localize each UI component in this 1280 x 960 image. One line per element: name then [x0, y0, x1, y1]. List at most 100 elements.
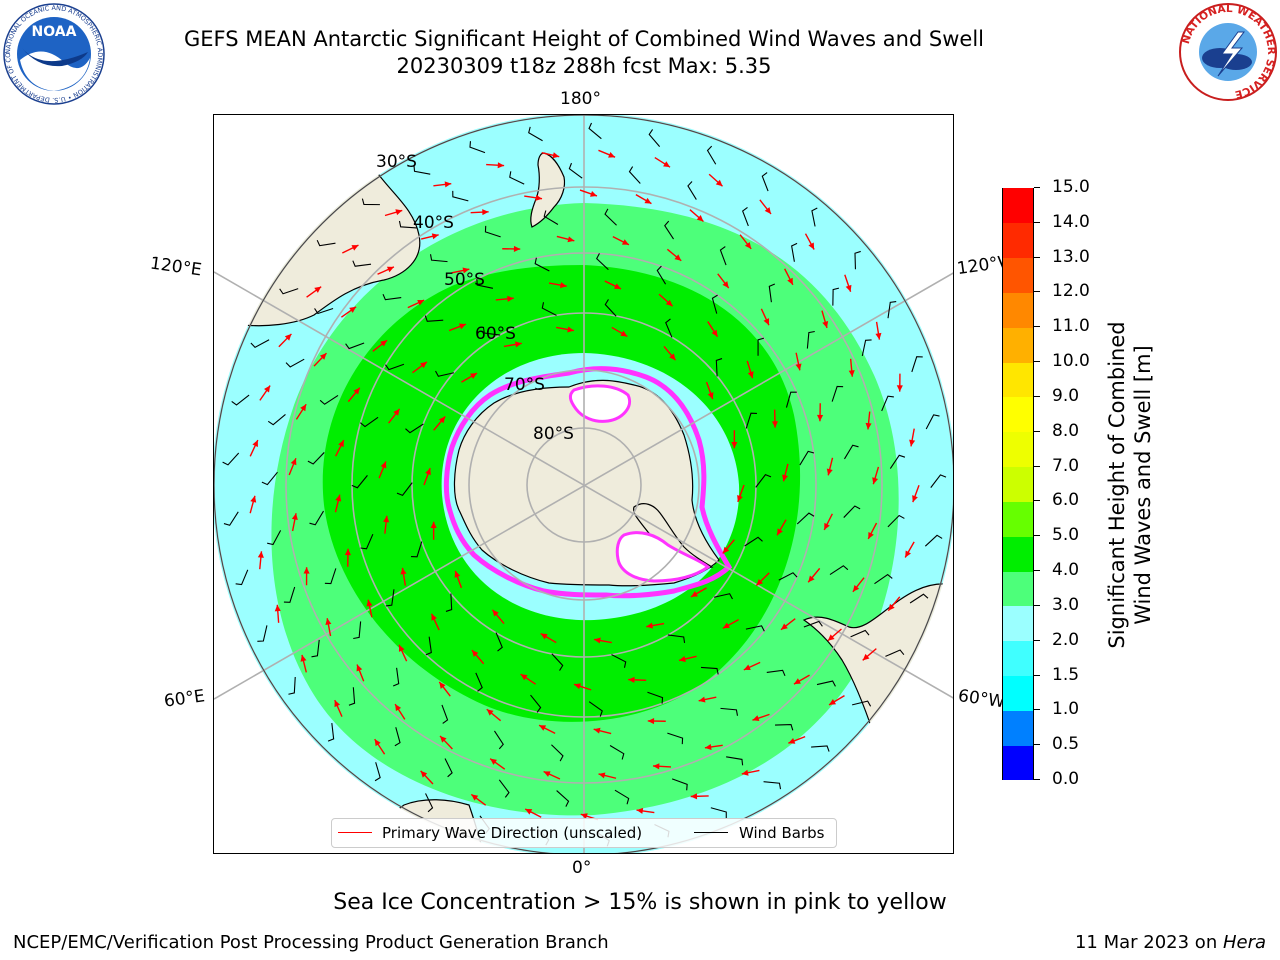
wind-barb: [382, 293, 402, 301]
wind-barb: [314, 307, 334, 315]
wind-barb: [394, 727, 401, 747]
wave-arrow-head: [351, 245, 359, 251]
wave-arrow-head: [722, 546, 730, 554]
wave-arrow-head: [777, 528, 783, 536]
wave-arrow-head: [400, 567, 407, 575]
wind-barb: [309, 510, 324, 526]
wind-barb: [360, 533, 374, 550]
wind-barb: [530, 694, 542, 713]
lon-label-60w: 60°W: [956, 686, 1004, 712]
wave-arrow-head: [608, 151, 616, 158]
wind-barb: [761, 172, 769, 192]
wave-arrow-head: [663, 161, 671, 168]
map-legend: Primary Wave Direction (unscaled) Wind B…: [331, 818, 837, 848]
wave-arrow-head: [905, 550, 911, 558]
colorbar-segment: [1003, 466, 1033, 502]
wave-arrow-head: [438, 416, 446, 424]
wind-barb: [222, 452, 240, 466]
colorbar-tick-label: 14.0: [1052, 211, 1090, 232]
wind-barb: [311, 639, 320, 658]
wave-arrow-head: [824, 522, 830, 530]
wave-arrow-head: [539, 725, 547, 731]
lat-label-40s: 40°S: [413, 213, 454, 233]
wind-barb: [719, 246, 727, 266]
wave-arrow-head: [300, 654, 307, 662]
wave-arrow-head: [431, 233, 439, 240]
wind-barb: [425, 793, 434, 813]
wind-barb: [803, 620, 823, 628]
colorbar-tick-label: 10.0: [1052, 351, 1090, 372]
wave-arrow-head: [852, 584, 860, 592]
legend-barb-swatch: [694, 832, 728, 833]
wave-arrow-head: [430, 521, 437, 529]
legend-barb-label: Wind Barbs: [739, 824, 825, 842]
wave-arrow-head: [669, 353, 676, 361]
wind-barb: [885, 649, 905, 657]
wave-arrow-head: [674, 254, 682, 261]
wind-barb: [671, 778, 688, 791]
wave-arrow-head: [366, 599, 373, 607]
wind-barb: [799, 450, 815, 466]
wind-barb: [614, 789, 630, 805]
wind-barb: [881, 395, 894, 412]
wave-arrow-head: [614, 283, 622, 289]
wind-barb: [757, 337, 764, 356]
colorbar-tick: [1034, 674, 1040, 676]
colorbar-segment: [1003, 675, 1033, 711]
colorbar-tick: [1034, 326, 1040, 328]
wave-arrow-head: [787, 277, 793, 285]
wind-barb: [785, 391, 797, 408]
colorbar-tick: [1034, 187, 1040, 188]
wind-barb: [628, 166, 641, 184]
wave-arrow-head: [763, 318, 770, 326]
colorbar-tick: [1034, 604, 1040, 606]
wave-arrow-head: [722, 622, 730, 629]
wind-barb: [811, 745, 830, 752]
chart-subtitle-run: 20230309 t18z 288h fcst Max: 5.35: [396, 54, 772, 78]
wind-barb: [319, 394, 339, 405]
wave-arrow-head: [747, 371, 754, 379]
wave-arrow-head: [380, 461, 387, 469]
colorbar-tick-label: 9.0: [1052, 385, 1080, 406]
colorbar-segment: [1003, 222, 1033, 259]
wave-arrow-head: [808, 575, 815, 583]
wave-arrow-head: [598, 772, 606, 779]
wind-barb: [469, 141, 486, 154]
wind-barb: [667, 732, 684, 745]
wind-barb: [924, 534, 943, 547]
wind-barb: [411, 541, 423, 558]
wind-barb: [267, 530, 282, 546]
wind-barb: [854, 250, 861, 270]
wave-arrow-head: [349, 306, 357, 313]
wind-barb: [745, 412, 757, 429]
colorbar-tick: [1034, 639, 1040, 641]
wave-arrow-head: [535, 194, 543, 201]
wind-barb: [861, 339, 872, 357]
wave-arrow-head: [647, 718, 655, 725]
colorbar-tick-label: 3.0: [1052, 594, 1080, 615]
wind-barb: [874, 573, 893, 585]
wave-arrow-head: [690, 793, 698, 800]
colorbar-tick: [1034, 465, 1040, 467]
wave-arrow-head: [848, 370, 855, 377]
colorbar-title-line1: Significant Height of Combined: [1105, 321, 1129, 649]
colorbar-tick: [1034, 256, 1040, 258]
wind-barb: [509, 171, 525, 185]
colorbar-tick-label: 8.0: [1052, 420, 1080, 441]
wind-barb: [351, 475, 368, 489]
wave-arrow-head: [580, 813, 588, 820]
wind-barb: [715, 358, 723, 377]
wave-arrow-head: [909, 439, 916, 447]
footer-org: NCEP/EMC/Verification Post Processing Pr…: [13, 932, 609, 953]
wave-arrow-head: [737, 494, 743, 502]
colorbar-segment: [1003, 605, 1033, 642]
wave-arrow-head: [829, 699, 837, 705]
wind-barb: [361, 198, 380, 206]
wind-barb: [816, 680, 836, 687]
wave-arrow-head: [398, 644, 405, 652]
wind-barb: [385, 589, 395, 607]
wave-arrow-head: [665, 299, 673, 307]
wave-arrow-head: [744, 242, 752, 249]
colorbar-segment: [1003, 536, 1033, 572]
wave-arrow-head: [567, 236, 575, 243]
